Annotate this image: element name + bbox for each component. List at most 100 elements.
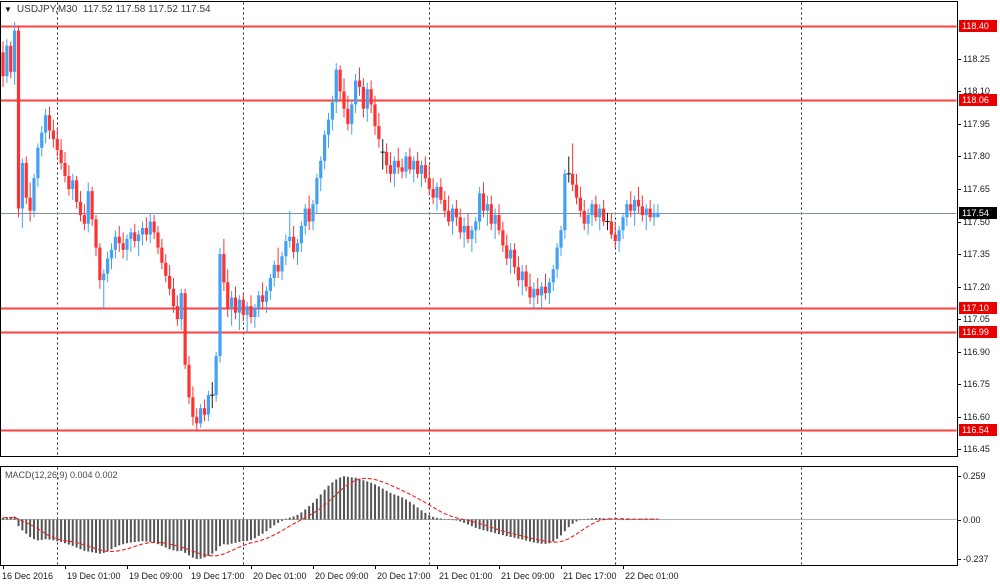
candle-body <box>253 308 257 318</box>
price-tick-label: 116.60 <box>963 411 990 422</box>
candle-body <box>582 210 586 224</box>
candle-body <box>226 282 230 309</box>
price-tick-label: 116.90 <box>963 346 990 357</box>
candle-body <box>365 89 369 109</box>
macd-bar <box>331 482 334 520</box>
time-tick-label: 20 Dec 17:00 <box>377 571 431 581</box>
candle-body <box>160 247 164 263</box>
candle-body <box>357 80 362 88</box>
candle-body <box>67 175 71 190</box>
macd-bar <box>428 515 431 520</box>
candle-body <box>90 191 94 220</box>
price-tick-label: 117.35 <box>963 249 990 260</box>
candle-body <box>396 160 400 168</box>
macd-bar <box>60 519 63 543</box>
candle-body <box>485 204 489 211</box>
macd-bar <box>284 518 287 520</box>
macd-bar <box>48 519 51 540</box>
macd-bar <box>529 519 531 542</box>
price-tick-label: 116.45 <box>963 444 990 455</box>
macd-bar <box>509 519 512 538</box>
candle-body <box>152 221 156 233</box>
candle-body <box>295 243 300 252</box>
price-tick-label: 117.80 <box>963 151 990 162</box>
macd-bar <box>362 480 365 520</box>
candle-body <box>326 119 331 135</box>
candle-body <box>551 269 555 283</box>
macd-bar <box>265 519 268 532</box>
macd-bar <box>571 519 574 524</box>
candle-body <box>199 408 203 424</box>
candle-body <box>369 89 373 105</box>
candle-body <box>24 162 28 198</box>
macd-bar <box>33 519 35 540</box>
price-tick-label: 117.95 <box>963 118 990 129</box>
candle-body <box>230 297 234 309</box>
candle-body <box>36 147 40 179</box>
symbol-dropdown-icon[interactable]: ▼ <box>4 4 12 14</box>
macd-bar <box>412 504 415 520</box>
macd-bar <box>157 519 159 545</box>
macd-bar <box>339 477 342 520</box>
macd-indicator-label: MACD(12,26,9) 0.004 0.002 <box>5 470 118 480</box>
candle-body <box>489 204 493 224</box>
candle-body <box>509 249 513 259</box>
candle-body <box>292 236 296 252</box>
macd-bar <box>315 498 318 520</box>
macd-bar <box>234 519 237 543</box>
macd-bar <box>517 519 520 539</box>
macd-bar <box>408 501 411 520</box>
macd-bar <box>548 519 551 544</box>
time-tick-label: 21 Dec 17:00 <box>563 571 617 581</box>
candle-body <box>183 293 187 365</box>
macd-bar <box>536 519 539 544</box>
macd-bar <box>420 510 423 520</box>
candle-body <box>648 208 652 218</box>
candle-body <box>590 204 594 216</box>
candle-body <box>113 236 117 250</box>
candle-body <box>276 264 280 272</box>
macd-bar <box>618 519 621 521</box>
macd-bar <box>436 517 438 520</box>
macd-bar <box>102 519 105 553</box>
candle-body <box>354 80 358 105</box>
candle-body <box>528 286 532 298</box>
macd-bar <box>40 519 43 540</box>
macd-bar <box>242 519 245 542</box>
candle-body <box>493 215 497 224</box>
macd-bar <box>172 519 175 551</box>
candle-body <box>16 30 21 209</box>
time-tick-label: 19 Dec 17:00 <box>191 571 245 581</box>
macd-bar <box>350 477 353 520</box>
candle-body <box>602 208 606 222</box>
macd-bar <box>203 519 206 558</box>
candle-body <box>206 395 210 415</box>
macd-bar <box>370 482 373 520</box>
candle-body <box>98 247 102 281</box>
candle-body <box>148 221 152 235</box>
level-lines <box>1 25 957 432</box>
macd-bar <box>405 499 407 520</box>
level-price-badge: 118.06 <box>959 94 997 107</box>
candle-body <box>1 52 5 77</box>
macd-bar <box>273 519 276 526</box>
macd-panel-frame <box>0 466 958 566</box>
candle-body <box>458 217 462 233</box>
macd-bar <box>153 519 156 543</box>
candle-body <box>233 297 238 313</box>
time-tick-label: 19 Dec 01:00 <box>67 571 121 581</box>
candle-body <box>94 219 98 248</box>
candle-body <box>40 132 44 148</box>
macd-bar <box>191 519 194 558</box>
macd-bar <box>98 519 101 554</box>
candle-body <box>319 160 323 179</box>
candle-body <box>121 243 125 250</box>
macd-bar <box>292 516 295 520</box>
candle-body <box>559 230 563 248</box>
price-tick-label: 118.25 <box>963 53 990 64</box>
candle-body <box>594 204 598 218</box>
macd-bar <box>180 519 183 551</box>
candles <box>1 21 660 430</box>
macd-bar <box>118 519 121 546</box>
